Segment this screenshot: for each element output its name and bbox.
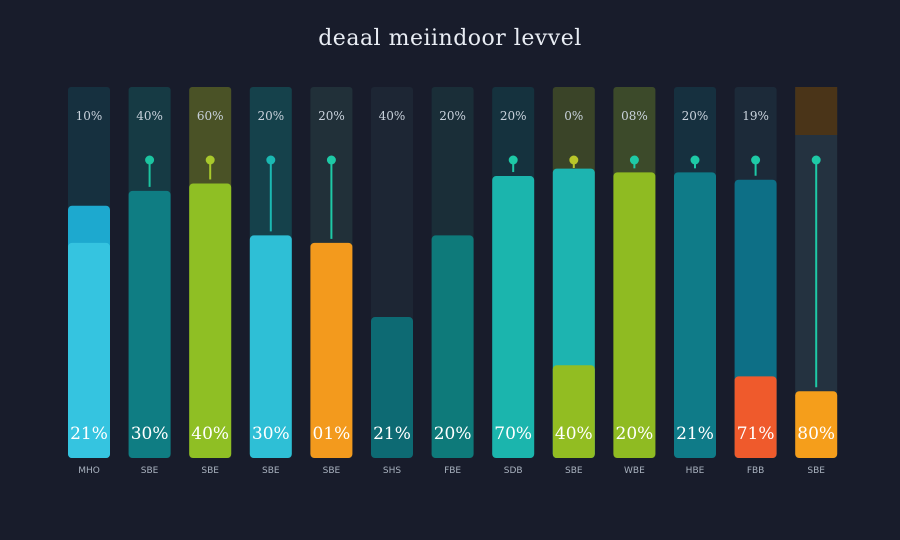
value-label: 21% (676, 424, 714, 444)
value-label: 70% (494, 424, 532, 444)
top-label: 08% (621, 109, 648, 123)
bar (492, 176, 535, 459)
bar (795, 391, 838, 458)
bar (128, 190, 171, 458)
marker-dot (569, 155, 579, 165)
value-label: 21% (70, 424, 108, 444)
bar (613, 172, 656, 458)
value-label: 30% (131, 424, 169, 444)
category-label: FBB (747, 466, 765, 476)
marker-dot (326, 155, 336, 165)
category-label: SBE (323, 466, 341, 476)
marker-dot (690, 155, 700, 165)
category-label: HBE (686, 466, 705, 476)
top-label: 20% (500, 109, 527, 123)
top-label: 20% (439, 109, 466, 123)
bar (431, 235, 474, 458)
top-label: 20% (257, 109, 284, 123)
value-label: 71% (737, 424, 775, 444)
category-label: WBE (624, 466, 645, 476)
marker-dot (266, 155, 276, 165)
category-label: SBE (565, 466, 583, 476)
top-label: 10% (76, 109, 103, 123)
marker-dot (811, 155, 821, 165)
category-label: SBE (201, 466, 219, 476)
top-label: 0% (564, 109, 583, 123)
bar (189, 183, 232, 458)
top-label: 20% (682, 109, 709, 123)
top-label: 40% (136, 109, 163, 123)
marker-dot (145, 155, 155, 165)
bar-cap (795, 87, 838, 135)
marker-dot (508, 155, 518, 165)
category-label: MHO (78, 466, 100, 476)
chart-title: deaal meiindoor levvel (318, 26, 582, 51)
bar (674, 172, 716, 458)
category-label: SBE (807, 466, 825, 476)
category-label: SDB (504, 466, 523, 476)
value-label: 21% (373, 424, 411, 444)
top-label: 60% (197, 109, 224, 123)
category-label: FBE (444, 466, 461, 476)
bar (249, 235, 292, 458)
value-label: 30% (252, 424, 290, 444)
bar (310, 242, 353, 458)
value-label: 01% (313, 424, 351, 444)
category-label: SBE (141, 466, 159, 476)
bar (371, 317, 413, 458)
bar-segment (734, 376, 777, 458)
category-label: SBE (262, 466, 280, 476)
value-label: 80% (797, 424, 835, 444)
value-label: 20% (434, 424, 472, 444)
category-label: SHS (383, 466, 401, 476)
value-label: 20% (616, 424, 654, 444)
bar-segment (552, 365, 595, 458)
value-label: 40% (191, 424, 229, 444)
top-label: 20% (318, 109, 345, 123)
marker-dot (629, 155, 639, 165)
value-label: 40% (555, 424, 593, 444)
top-label: 40% (379, 109, 406, 123)
marker-dot (205, 155, 215, 165)
bar-segment (68, 242, 110, 458)
marker-dot (751, 155, 761, 165)
top-label: 19% (742, 109, 769, 123)
